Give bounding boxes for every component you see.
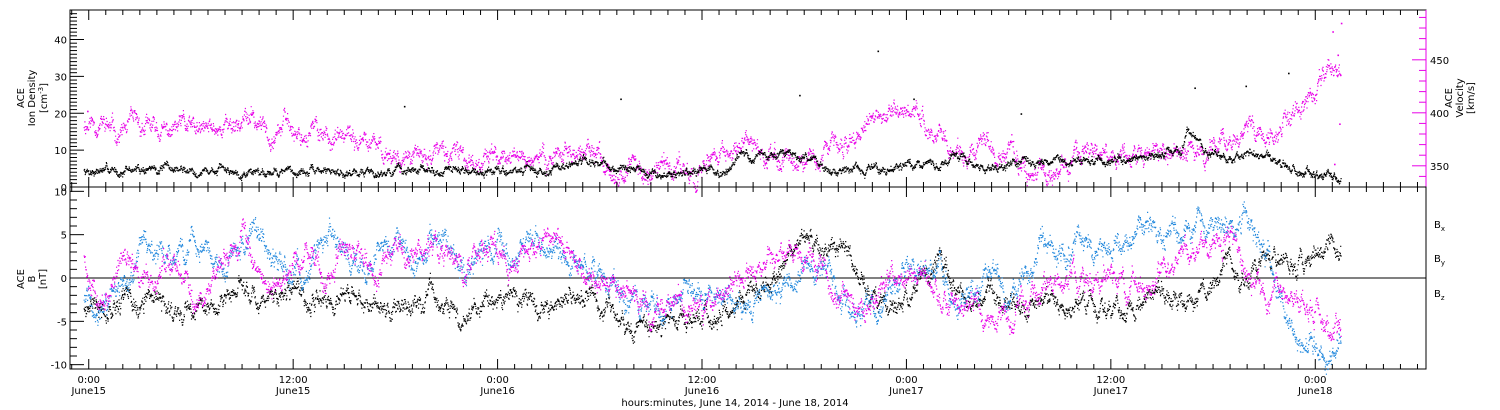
legend-By: By [1434,254,1445,267]
density-series-outlier [1288,72,1290,75]
density-series-outlier [403,105,406,108]
b-tick-label: 0 [61,274,67,285]
date-tick-label: June16 [479,386,515,397]
velocity-axis-title-line-1: ACE [1444,88,1455,108]
density-series-outlier [1020,113,1023,115]
velocity-series-outlier [1339,123,1341,126]
density-tick-label: 30 [54,72,67,83]
b-tick-label: -10 [51,361,67,372]
b-axis: -10 -5 0 5 10 [51,187,1426,372]
velocity-tick-label: 450 [1430,56,1449,67]
time-tick-label: 0:00 [895,375,917,386]
time-tick-label: 0:00 [78,375,100,386]
velocity-series-points [83,59,1342,193]
density-series-outlier [620,98,622,101]
density-axis-title-line-1: ACE [16,88,27,108]
density-tick-label: 40 [54,36,67,47]
b-axis-title: ACE B [nT] [16,269,49,289]
density-axis-title: ACE Ion Density [cm-3] [16,70,50,127]
density-series [83,50,1342,185]
velocity-tick-label: 400 [1430,109,1449,120]
time-tick-label: 12:00 [279,375,308,386]
x-axis-title: hours:minutes, June 14, 2014 - June 18, … [621,398,848,409]
density-tick-label: 20 [54,109,67,120]
date-tick-label: June16 [684,386,720,397]
b-axis-title-line-3: [nT] [38,269,49,289]
density-velocity-series [83,22,1343,193]
b-series [83,201,1342,375]
b-legend: Bx By Bz [1434,220,1445,302]
density-tick-label: 10 [54,146,67,157]
time-tick-label: 12:00 [688,375,717,386]
b-tick-label: 10 [54,187,67,198]
top-panel-frame [69,9,1427,188]
density-tick-label: 0 [61,183,67,194]
density-series-outlier [1194,87,1196,90]
time-tick-label: 0:00 [1304,375,1326,386]
time-tick-label: 12:00 [1096,375,1125,386]
velocity-series-outlier [87,110,89,113]
magnetic-field-panel: -10 -5 0 5 10 ACE B [nT] Bx By Bz [16,186,1445,375]
density-axis-title-unit: [cm-3] [37,83,50,113]
velocity-axis-title: ACE Velocity [km/s] [1444,78,1477,117]
density-axis: 0 10 20 30 40 [54,9,84,194]
density-series-outlier [913,98,915,101]
density-series-outlier [877,50,880,53]
bz-series [83,218,1342,342]
bz-series-points [83,218,1342,342]
legend-Bz: Bz [1434,289,1445,302]
velocity-axis-title-line-2: Velocity [1455,78,1466,117]
density-velocity-panel: 0 10 20 30 40 350 400 450 ACE Ion Density [cm-… [16,9,1477,194]
density-series-outlier [799,94,801,97]
velocity-series-outlier [1334,163,1336,166]
density-axis-title-line-2: Ion Density [27,70,38,127]
time-axis: 0:00June1512:00June150:00June1612:00June… [70,10,1418,397]
date-tick-label: June17 [888,386,924,397]
b-axis-title-line-2: B [27,275,38,282]
b-tick-label: -5 [57,317,67,328]
legend-Bx: Bx [1434,220,1445,233]
velocity-axis: 350 400 450 [1412,10,1449,187]
date-tick-label: June15 [275,386,311,397]
velocity-tick-label: 350 [1430,162,1449,173]
b-axis-title-line-1: ACE [16,269,27,289]
velocity-series [83,22,1343,193]
date-tick-label: June15 [70,386,106,397]
date-tick-label: June17 [1093,386,1129,397]
velocity-axis-title-line-3: [km/s] [1466,82,1477,114]
velocity-series-outlier [1332,31,1334,33]
density-series-points [83,126,1342,185]
b-tick-label: 5 [61,231,67,242]
velocity-series-outlier [1340,22,1343,25]
density-series-outlier [1245,85,1248,88]
time-tick-label: 0:00 [486,375,508,386]
date-tick-label: June18 [1297,386,1333,397]
velocity-series-outlier [1337,54,1340,57]
